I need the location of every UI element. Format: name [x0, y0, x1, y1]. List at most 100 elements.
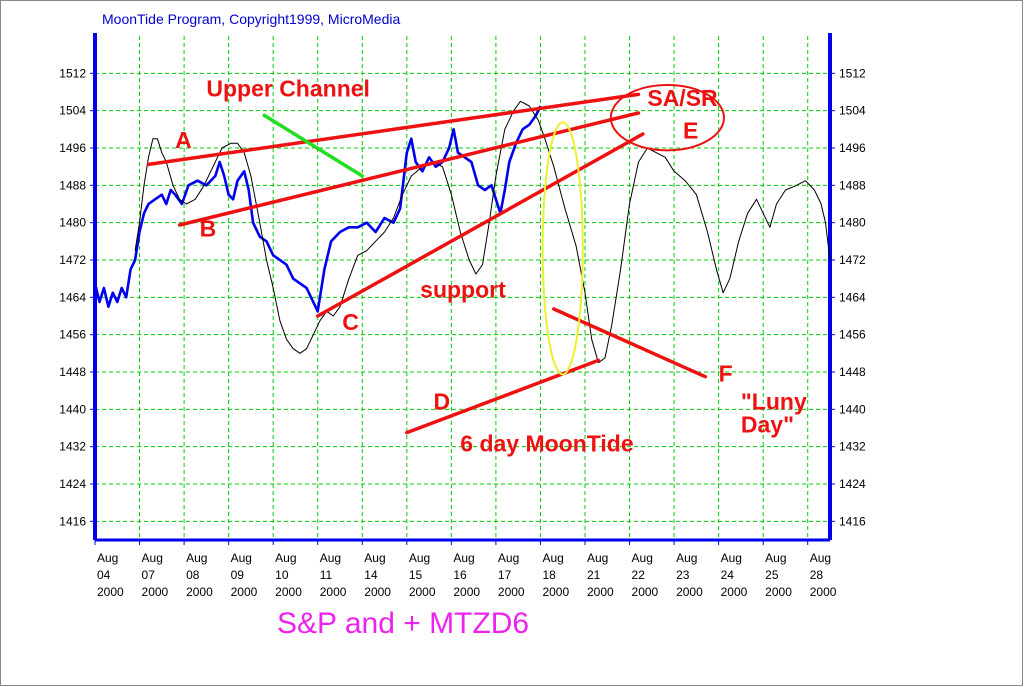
- series: [93, 100, 831, 364]
- x-tick-label-year: 2000: [275, 585, 302, 599]
- y-tick-label-left: 1416: [59, 514, 86, 528]
- x-tick-label-month: Aug: [587, 551, 608, 565]
- x-tick-label-day: 07: [142, 568, 156, 582]
- x-tick-label-day: 25: [765, 568, 779, 582]
- annotation-label: SA/SR: [647, 85, 718, 111]
- x-tick-label-year: 2000: [142, 585, 169, 599]
- y-tick-label-left: 1456: [59, 328, 86, 342]
- x-tick-label-month: Aug: [721, 551, 742, 565]
- y-tick-label-right: 1512: [839, 66, 866, 80]
- y-tick-label-left: 1480: [59, 216, 86, 230]
- x-tick-label-year: 2000: [676, 585, 703, 599]
- x-tick-label-day: 14: [364, 568, 378, 582]
- annotation-ellipse-sa-sr: [609, 84, 725, 152]
- y-tick-label-right: 1424: [839, 477, 866, 491]
- y-tick-label-left: 1496: [59, 141, 86, 155]
- y-tick-label-right: 1416: [839, 514, 866, 528]
- annotation-label: Upper Channel: [206, 76, 370, 102]
- annotation-label: support: [420, 276, 506, 302]
- x-tick-label-day: 10: [275, 568, 289, 582]
- x-tick-label-day: 09: [231, 568, 245, 582]
- x-tick-label-day: 15: [409, 568, 423, 582]
- x-tick-label-year: 2000: [587, 585, 614, 599]
- annotation-line-support-C: [315, 132, 645, 318]
- x-tick-label-day: 08: [186, 568, 200, 582]
- x-tick-label-day: 21: [587, 568, 601, 582]
- y-tick-label-left: 1472: [59, 253, 86, 267]
- x-tick-label-month: Aug: [320, 551, 341, 565]
- annotation-label: "Luny: [741, 388, 807, 414]
- x-tick-label-month: Aug: [542, 551, 563, 565]
- price-series-line: [93, 105, 542, 313]
- annotation-label: E: [683, 118, 698, 144]
- y-tick-label-right: 1448: [839, 365, 866, 379]
- x-tick-label-month: Aug: [364, 551, 385, 565]
- y-tick-label-right: 1432: [839, 440, 866, 454]
- y-tick-labels-right: 1512 1504 1496 1488 1480 1472 1464 1456 1448 1440…: [839, 66, 866, 528]
- x-tick-label-year: 2000: [765, 585, 792, 599]
- x-tick-label-year: 2000: [810, 585, 837, 599]
- x-tick-label-year: 2000: [186, 585, 213, 599]
- x-tick-label-day: 23: [676, 568, 690, 582]
- x-tick-label-month: Aug: [498, 551, 519, 565]
- annotation-label: D: [434, 388, 451, 414]
- x-tick-label-year: 2000: [320, 585, 347, 599]
- y-tick-label-left: 1424: [59, 477, 86, 491]
- x-tick-label-month: Aug: [275, 551, 296, 565]
- y-tick-label-right: 1472: [839, 253, 866, 267]
- annotation-label: C: [342, 309, 359, 335]
- x-tick-label-day: 17: [498, 568, 512, 582]
- y-tick-labels-left: 1512 1504 1496 1488 1480 1472 1464 1456 1448 1440…: [59, 66, 86, 528]
- y-tick-label-right: 1480: [839, 216, 866, 230]
- y-tick-label-right: 1440: [839, 402, 866, 416]
- moontide-series-line: [134, 100, 831, 364]
- x-tick-label-day: 11: [320, 568, 333, 582]
- x-tick-label-year: 2000: [409, 585, 436, 599]
- y-tick-label-right: 1496: [839, 141, 866, 155]
- x-tick-label-month: Aug: [231, 551, 252, 565]
- x-tick-label-year: 2000: [97, 585, 124, 599]
- y-tick-label-right: 1464: [839, 290, 866, 304]
- annotation-line-upper-channel-pointer: [262, 113, 365, 178]
- y-tick-label-left: 1464: [59, 290, 86, 304]
- x-tick-labels: Aug 04 2000 Aug 07 2000 Aug 08 2000 Aug 09 2000 Aug 1…: [97, 551, 837, 599]
- y-tick-label-left: 1512: [59, 66, 86, 80]
- x-tick-label-month: Aug: [765, 551, 786, 565]
- annotation-label: F: [719, 360, 733, 386]
- x-tick-label-day: 22: [632, 568, 646, 582]
- annotation-line-channel-A: [146, 92, 641, 167]
- annotation-ellipse-luny-day: [541, 121, 584, 376]
- x-tick-label-month: Aug: [97, 551, 118, 565]
- x-tick-label-month: Aug: [186, 551, 207, 565]
- annotation-label: B: [200, 216, 217, 242]
- x-tick-label-day: 04: [97, 568, 111, 582]
- y-tick-label-left: 1504: [59, 104, 86, 118]
- x-tick-label-month: Aug: [409, 551, 430, 565]
- y-tick-label-left: 1440: [59, 402, 86, 416]
- x-tick-label-day: 24: [721, 568, 735, 582]
- x-tick-label-month: Aug: [142, 551, 163, 565]
- annotation-label: A: [175, 127, 192, 153]
- chart-caption: S&P and + MTZD6: [277, 607, 529, 640]
- x-tick-label-year: 2000: [721, 585, 748, 599]
- y-tick-label-left: 1432: [59, 440, 86, 454]
- x-tick-label-month: Aug: [676, 551, 697, 565]
- x-tick-label-day: 28: [810, 568, 824, 582]
- chart-header: MoonTide Program, Copyright1999, MicroMe…: [102, 11, 400, 27]
- x-tick-label-month: Aug: [453, 551, 474, 565]
- y-tick-label-right: 1456: [839, 328, 866, 342]
- y-tick-label-left: 1488: [59, 178, 86, 192]
- x-tick-label-year: 2000: [453, 585, 480, 599]
- x-tick-label-month: Aug: [632, 551, 653, 565]
- x-tick-label-month: Aug: [810, 551, 831, 565]
- annotation-label: 6 day MoonTide: [460, 430, 633, 456]
- annotation-label: Day": [741, 412, 794, 438]
- annotation-line-channel-B: [177, 111, 641, 227]
- x-tick-label-year: 2000: [542, 585, 569, 599]
- x-tick-label-year: 2000: [364, 585, 391, 599]
- y-tick-label-right: 1488: [839, 178, 866, 192]
